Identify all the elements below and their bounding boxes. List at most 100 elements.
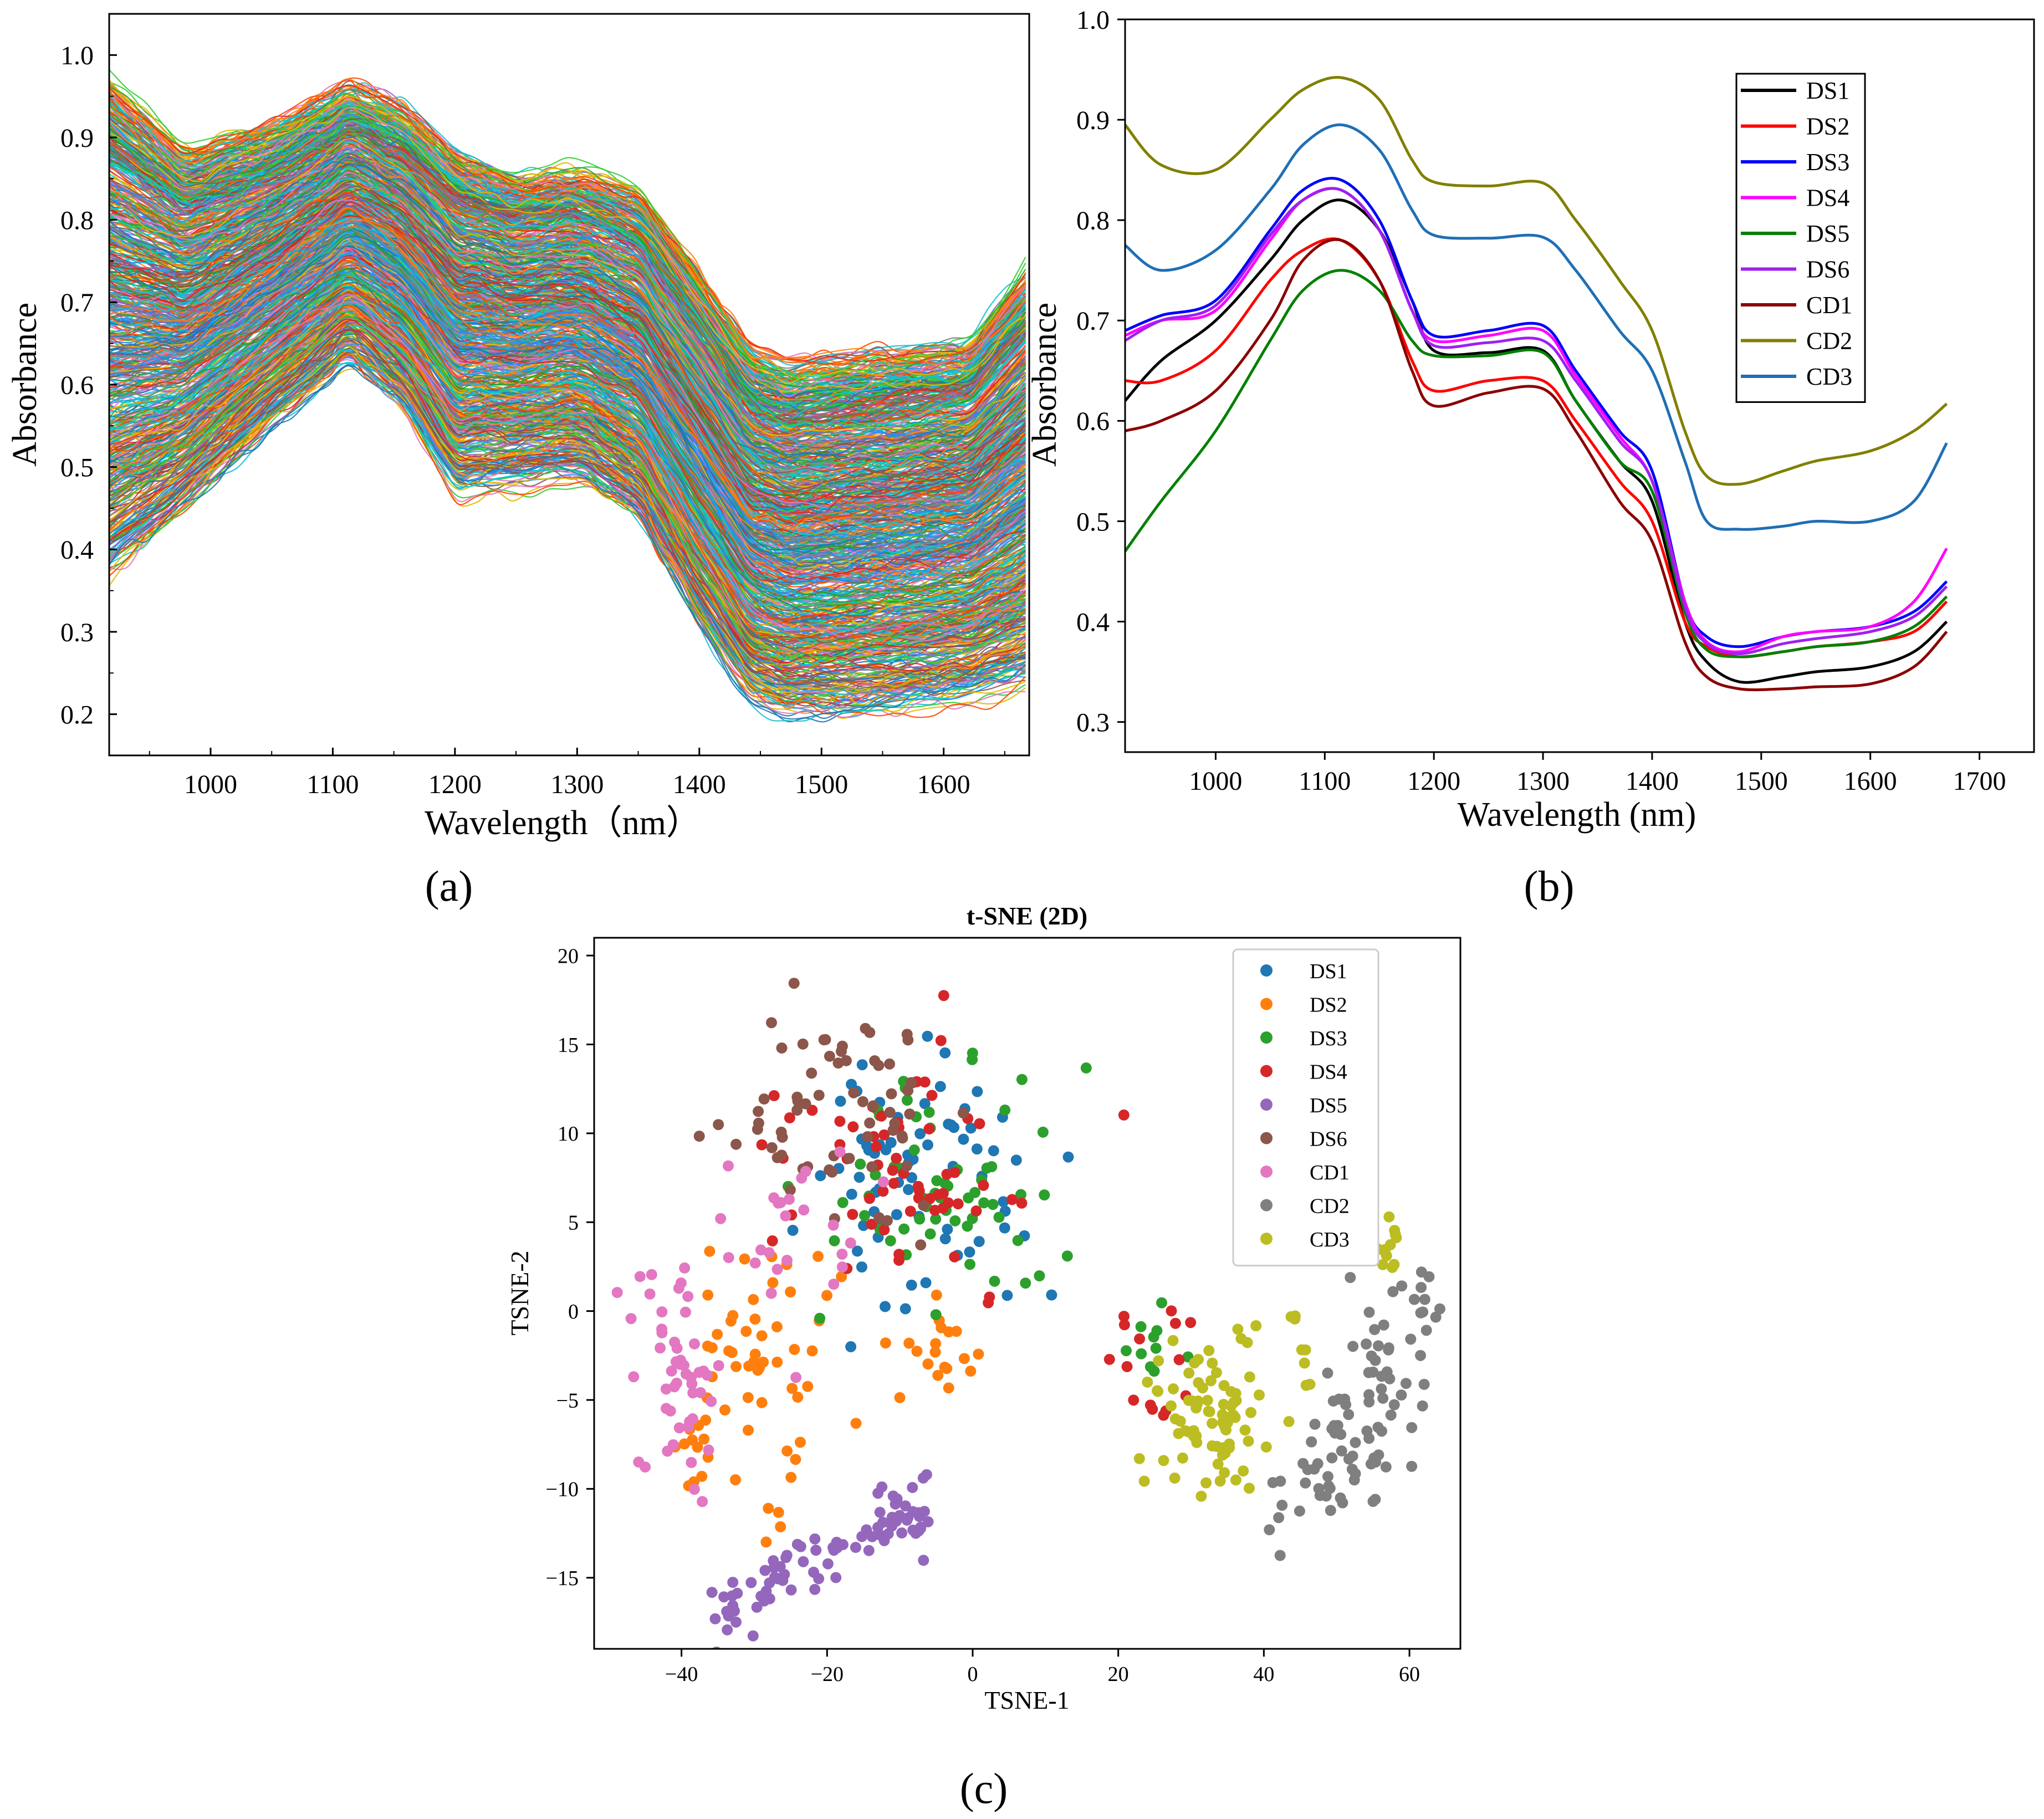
point-ds6 <box>918 1200 929 1211</box>
point-cd2 <box>1323 1480 1334 1491</box>
point-ds3 <box>1136 1348 1147 1360</box>
point-cd3 <box>1134 1453 1145 1464</box>
point-ds1 <box>939 1048 951 1059</box>
panel-label-a: (a) <box>425 862 473 910</box>
point-ds2 <box>739 1254 750 1265</box>
point-ds6 <box>868 1100 879 1111</box>
point-ds4 <box>949 1251 960 1263</box>
chart-c-ytick-label: −10 <box>546 1478 579 1501</box>
point-ds6 <box>798 1039 809 1050</box>
point-cd3 <box>1193 1396 1204 1407</box>
point-cd2 <box>1343 1454 1355 1465</box>
point-cd1 <box>635 1271 646 1282</box>
point-cd2 <box>1363 1367 1374 1378</box>
point-cd1 <box>796 1173 807 1184</box>
point-ds3 <box>885 1235 896 1246</box>
point-ds5 <box>786 1585 797 1596</box>
point-cd2 <box>1330 1428 1341 1439</box>
point-ds1 <box>846 1189 857 1200</box>
point-ds2 <box>757 1397 768 1408</box>
point-cd3 <box>1195 1491 1207 1502</box>
point-ds6 <box>713 1119 724 1130</box>
point-ds4 <box>767 1235 778 1246</box>
point-ds5 <box>856 1531 867 1542</box>
point-ds5 <box>907 1482 918 1493</box>
point-cd1 <box>665 1406 676 1417</box>
point-cd3 <box>1177 1453 1188 1464</box>
point-ds3 <box>1121 1345 1132 1356</box>
legend-label-ds6: DS6 <box>1806 256 1849 283</box>
point-cd2 <box>1343 1409 1354 1420</box>
point-cd2 <box>1322 1367 1333 1378</box>
point-cd2 <box>1364 1307 1375 1318</box>
point-ds2 <box>851 1418 862 1429</box>
point-ds2 <box>704 1246 715 1257</box>
legend-label-cd1: CD1 <box>1806 292 1852 319</box>
point-cd2 <box>1350 1437 1361 1448</box>
point-cd2 <box>1310 1419 1321 1430</box>
point-ds2 <box>781 1445 793 1457</box>
point-cd1 <box>633 1457 644 1468</box>
point-ds3 <box>1149 1366 1160 1377</box>
point-ds2 <box>922 1358 933 1370</box>
legend-label-ds1: DS1 <box>1310 960 1347 983</box>
point-ds2 <box>743 1361 754 1372</box>
point-cd1 <box>671 1378 682 1389</box>
point-cd3 <box>1244 1483 1255 1494</box>
point-cd2 <box>1325 1505 1336 1516</box>
point-cd1 <box>698 1366 709 1377</box>
point-cd2 <box>1339 1393 1350 1404</box>
point-ds5 <box>907 1525 918 1536</box>
point-ds5 <box>919 1506 930 1517</box>
point-ds2 <box>712 1329 723 1340</box>
point-ds5 <box>837 1539 849 1550</box>
point-ds3 <box>1151 1343 1162 1354</box>
point-cd3 <box>1207 1418 1218 1429</box>
point-cd2 <box>1386 1409 1397 1421</box>
point-cd2 <box>1421 1325 1432 1336</box>
point-ds4 <box>938 1203 949 1214</box>
point-ds3 <box>914 1214 925 1225</box>
point-cd1 <box>723 1252 734 1263</box>
point-cd3 <box>1243 1435 1254 1447</box>
point-ds5 <box>745 1577 757 1588</box>
point-ds6 <box>902 1034 913 1045</box>
point-ds2 <box>959 1353 970 1364</box>
point-ds1 <box>788 1225 799 1236</box>
point-ds3 <box>859 1210 870 1221</box>
point-cd3 <box>1261 1442 1272 1453</box>
chart-c-ytick-label: 5 <box>568 1212 579 1235</box>
point-cd3 <box>1169 1473 1181 1484</box>
point-ds3 <box>964 1259 975 1270</box>
point-cd1 <box>784 1194 795 1205</box>
point-ds3 <box>999 1105 1010 1116</box>
point-ds2 <box>911 1346 922 1357</box>
chart-b-ytick-label: 0.3 <box>1076 708 1110 737</box>
chart-b-xtick-label: 1400 <box>1626 767 1679 796</box>
point-ds4 <box>936 1035 947 1046</box>
chart-b-xtick-label: 1700 <box>1953 767 2006 796</box>
point-ds2 <box>700 1414 711 1425</box>
point-ds4 <box>923 1123 934 1135</box>
point-cd3 <box>1203 1345 1214 1356</box>
chart-a-ytick-label: 0.8 <box>60 206 94 235</box>
point-ds5 <box>809 1534 820 1545</box>
point-ds4 <box>888 1178 900 1189</box>
legend-marker-ds1 <box>1260 964 1273 977</box>
point-cd2 <box>1297 1458 1309 1469</box>
point-cd3 <box>1289 1314 1300 1325</box>
point-cd2 <box>1415 1350 1426 1361</box>
point-ds2 <box>880 1337 891 1348</box>
chart-c-ylabel: TSNE-2 <box>505 1250 534 1335</box>
point-cd2 <box>1372 1422 1383 1433</box>
point-cd1 <box>662 1445 673 1457</box>
point-ds1 <box>972 1143 983 1154</box>
point-ds4 <box>971 1205 982 1217</box>
chart-c-xtick-label: 0 <box>967 1663 978 1686</box>
point-ds1 <box>999 1223 1010 1234</box>
point-ds2 <box>795 1437 806 1448</box>
point-ds4 <box>1016 1198 1028 1209</box>
point-ds4 <box>984 1291 995 1302</box>
point-ds2 <box>931 1290 942 1301</box>
point-ds1 <box>964 1246 975 1258</box>
